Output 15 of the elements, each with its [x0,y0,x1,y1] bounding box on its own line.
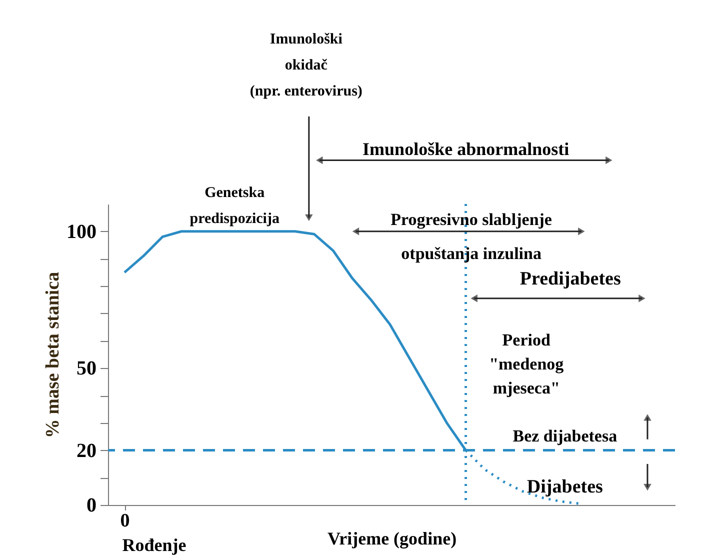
y-axis-title: % mase beta stanica [42,271,64,438]
y-tick-label: 100 [66,220,96,243]
text: Imunološki okidač (npr. enterovirus) [250,32,362,100]
annotation: Progresivno slabljenje otpuštanja inzulina [390,210,552,264]
text: Imunološke abnormalnosti [362,139,570,160]
y-tick-label: 50 [76,358,96,380]
annotation: Predijabetes [520,268,621,290]
x-axis-title: Vrijeme (godine) [327,528,457,548]
y-tick-label: 20 [76,440,96,462]
annotation: Genetska predispozicija [190,184,280,227]
annotation: Dijabetes [526,476,603,498]
text: Rođenje [122,535,186,556]
annotation: Bez dijabetesa [512,426,618,446]
y-tick-label: 0 [86,494,96,516]
annotation: Period "medenog mjeseca" [489,330,564,398]
